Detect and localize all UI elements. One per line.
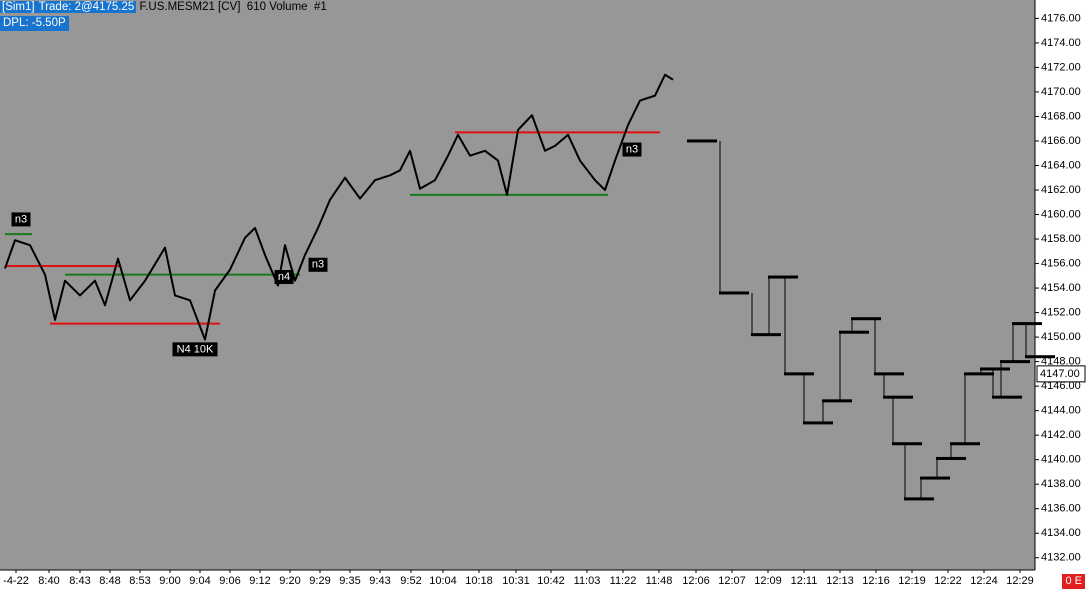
x-tick-label: 12:22: [934, 575, 962, 587]
price-bar: [803, 421, 833, 425]
x-tick-label: 10:18: [465, 575, 493, 587]
y-tick-label: 4148.00: [1041, 356, 1081, 368]
annotation-box: [274, 270, 294, 285]
y-tick-label: 4158.00: [1041, 233, 1081, 245]
y-tick-label: 4136.00: [1041, 503, 1081, 515]
x-tick-label: 12:11: [791, 575, 818, 587]
annotation: n3: [312, 259, 324, 271]
y-tick-label: 4172.00: [1041, 61, 1081, 73]
y-tick-label: 4168.00: [1041, 110, 1081, 122]
y-tick-label: 4142.00: [1041, 429, 1081, 441]
annotation: N4 10K: [177, 343, 214, 355]
annotation-box: [172, 342, 218, 357]
x-tick-label: 9:12: [249, 575, 270, 587]
annotation-box: [308, 257, 328, 272]
y-tick-label: 4160.00: [1041, 208, 1081, 220]
x-tick-label: 9:00: [159, 575, 180, 587]
status: 0 E: [1062, 574, 1085, 589]
y-tick-label: 4156.00: [1041, 257, 1081, 269]
x-tick-label: 9:52: [400, 575, 421, 587]
price-bar: [751, 333, 781, 337]
y-tick-label: 4144.00: [1041, 405, 1081, 417]
x-tick-label: 8:43: [69, 575, 90, 587]
price-bar: [1000, 360, 1030, 364]
x-tick-label: 12:13: [826, 575, 854, 587]
price-bar: [920, 476, 950, 480]
x-tick-label: 9:35: [339, 575, 360, 587]
price-bar: [904, 497, 934, 501]
price-bar: [687, 139, 717, 143]
y-tick-label: 4140.00: [1041, 454, 1081, 466]
x-tick-label: 9:29: [309, 575, 330, 587]
annotation-box: [622, 142, 642, 157]
y-tick-label: 4150.00: [1041, 331, 1081, 343]
y-tick-label: 4132.00: [1041, 552, 1081, 564]
price-bar: [964, 372, 994, 376]
y-tick-label: 4164.00: [1041, 159, 1081, 171]
y-tick-label: 4176.00: [1041, 12, 1081, 24]
price-line: [4, 73, 674, 341]
price-bar: [784, 372, 814, 376]
x-tick-label: 8:40: [38, 575, 59, 587]
instrument: F.US.MESM21 [CV] 610 Volume #1: [139, 1, 327, 13]
y-tick-label: 4152.00: [1041, 306, 1081, 318]
current-price-label: 4147.00: [1040, 368, 1080, 380]
y-tick-label: 4166.00: [1041, 135, 1081, 147]
annotation: n3: [15, 213, 27, 225]
x-tick-label: 8:48: [99, 575, 120, 587]
price-bar: [1025, 355, 1055, 359]
x-tick-label: 10:42: [537, 575, 565, 587]
price-bar: [851, 317, 881, 321]
y-tick-label: 4162.00: [1041, 184, 1081, 196]
price-bar: [892, 442, 922, 446]
price-bar: [980, 367, 1010, 371]
x-tick-label: 9:20: [279, 575, 300, 587]
x-tick-label: 12:07: [718, 575, 746, 587]
annotation: n4: [278, 271, 290, 283]
dpl: DPL: -5.50P: [0, 16, 69, 31]
x-tick-label: 12:29: [1006, 575, 1034, 587]
x-tick-label: 12:16: [862, 575, 890, 587]
x-tick-label: 11:48: [646, 575, 673, 587]
price-bar: [1012, 322, 1042, 326]
x-tick-label: 12:06: [682, 575, 710, 587]
x-tick-label: 9:06: [219, 575, 240, 587]
trade: Trade: 2@4175.25: [36, 1, 137, 13]
price-bar: [992, 395, 1022, 399]
y-tick-label: 4146.00: [1041, 380, 1081, 392]
x-tick-label: -4-22: [3, 575, 29, 587]
x-tick-label: 8:53: [129, 575, 150, 587]
price-bar: [839, 330, 869, 334]
price-bar: [822, 399, 852, 403]
x-axis-panel: [0, 570, 1087, 591]
x-tick-label: 12:09: [754, 575, 782, 587]
header-line: [Sim1] Trade: 2@4175.25 F.US.MESM21 [CV] …: [0, 0, 327, 15]
price-bar: [719, 291, 749, 295]
x-tick-label: 9:43: [369, 575, 390, 587]
y-tick-label: 4174.00: [1041, 37, 1081, 49]
price-bar: [883, 395, 913, 399]
price-bar: [768, 275, 798, 279]
y-axis-panel: [1035, 0, 1087, 591]
x-tick-label: 10:31: [502, 575, 530, 587]
x-tick-label: 12:19: [898, 575, 926, 587]
x-tick-label: 10:04: [429, 575, 457, 587]
x-tick-label: 9:04: [189, 575, 210, 587]
current-price-box: [1036, 365, 1086, 383]
y-tick-label: 4154.00: [1041, 282, 1081, 294]
x-tick-label: 12:24: [970, 575, 998, 587]
x-tick-label: 11:22: [610, 575, 637, 587]
price-bar: [874, 372, 904, 376]
y-tick-label: 4170.00: [1041, 86, 1081, 98]
annotation: n3: [626, 143, 638, 155]
annotation-box: [11, 212, 31, 227]
x-tick-label: 11:03: [574, 575, 601, 587]
account: [Sim1]: [0, 1, 37, 13]
y-tick-label: 4134.00: [1041, 527, 1081, 539]
y-tick-label: 4138.00: [1041, 478, 1081, 490]
